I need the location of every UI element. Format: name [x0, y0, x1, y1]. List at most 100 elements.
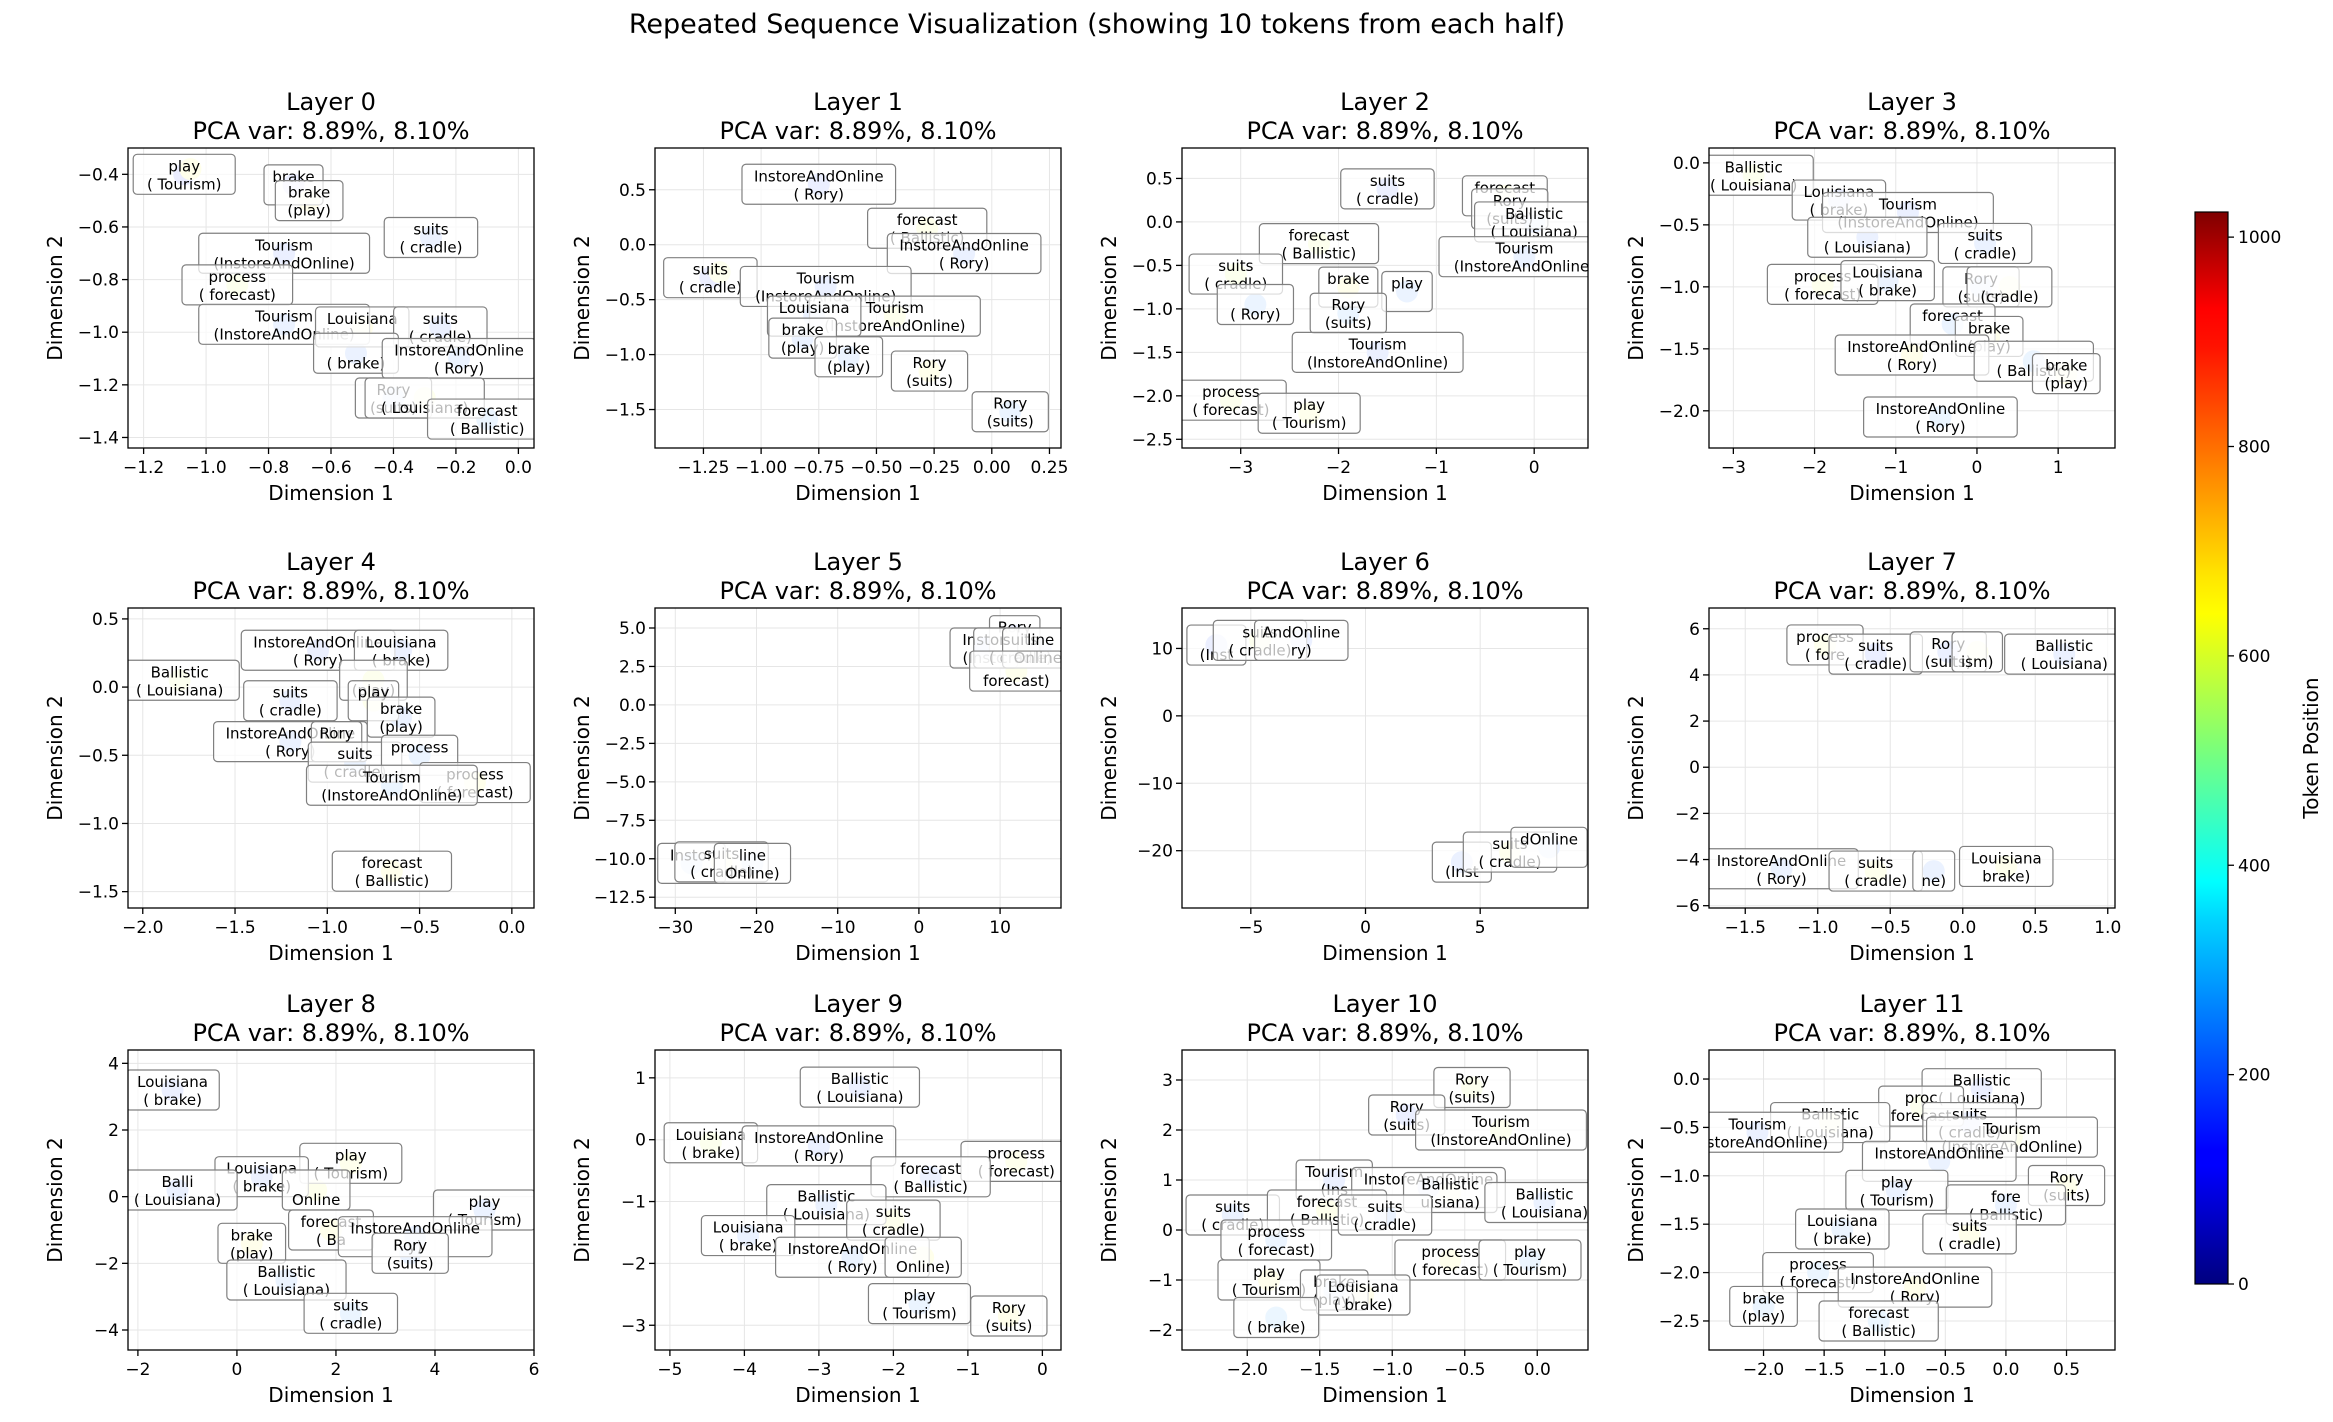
annotation-token: Tourism	[362, 768, 421, 786]
subplot-subtitle: PCA var: 8.89%, 8.10%	[1773, 117, 2050, 145]
plot-area: Ballistic( Louisiana)InstoreAndOnline( R…	[128, 629, 531, 892]
annotation-box	[886, 232, 1042, 275]
y-tick-label: −0.8	[78, 271, 119, 291]
annotation-token: play	[168, 157, 200, 175]
annotation-token: Ballistic	[2035, 637, 2093, 655]
y-tick-label: 2.5	[619, 657, 646, 677]
annotation-token: InstoreAndOnline	[253, 633, 383, 651]
subplot-title: Layer 2	[1340, 88, 1430, 116]
annotation-next-token: ( Rory)	[939, 254, 989, 272]
annotation-token: Louisiana	[779, 299, 850, 317]
annotation-next-token: ( Rory)	[794, 1147, 844, 1165]
annotation-token: Rory	[1390, 1098, 1424, 1116]
annotation-next-token: ( brake)	[1334, 1296, 1393, 1314]
x-tick-label: −0.5	[399, 918, 440, 938]
annotation-box	[1340, 168, 1435, 210]
y-axis-label: Dimension 2	[1624, 1137, 1648, 1262]
x-tick-label: −0.2	[435, 458, 476, 478]
annotation-box	[1257, 392, 1361, 434]
y-tick-label: −10	[1137, 774, 1173, 794]
y-tick-label: −5.0	[605, 773, 646, 793]
annotation-box	[1795, 1208, 1890, 1250]
annotation-token: Louisiana	[675, 1126, 746, 1144]
y-tick-label: −0.4	[78, 165, 119, 185]
x-tick-label: −3	[806, 1360, 831, 1380]
colorbar: Token Position 0 200 400 600 800 1000	[2194, 211, 2323, 1295]
axes-frame	[654, 147, 1062, 449]
annotation-token: suits	[1370, 172, 1405, 190]
annotation-box	[870, 1156, 991, 1198]
subplot-subtitle: PCA var: 8.89%, 8.10%	[192, 117, 469, 145]
x-tick-label: −1.5	[1725, 918, 1766, 938]
annotation-token: forecast	[362, 854, 423, 872]
annotation-box	[1840, 260, 1935, 302]
x-tick-label: 10	[989, 918, 1011, 938]
y-tick-label: 0.5	[1146, 169, 1173, 189]
subplot-title: Layer 5	[813, 548, 903, 576]
annotation-token: process	[1789, 1256, 1847, 1274]
annotation-box	[2031, 353, 2101, 395]
x-axis-label: Dimension 1	[1849, 1383, 1974, 1407]
annotation-next-token: (suits)	[387, 1254, 434, 1272]
annotation-next-token: (suits)	[985, 1317, 1032, 1335]
annotation-next-token: ( Tourism)	[1232, 1281, 1307, 1299]
annotation-token: suits	[1967, 226, 2002, 244]
annotation-token: InstoreAndOnline	[1876, 400, 2006, 418]
x-tick-label: 0	[1529, 458, 1540, 478]
annotation-box	[1253, 619, 1349, 661]
y-axis-label: Dimension 2	[43, 235, 67, 360]
axes-frame	[1708, 1049, 2116, 1351]
annotation-token: brake	[2045, 357, 2087, 375]
annotation-next-token: ( cradle)	[1356, 190, 1419, 208]
annotation-box	[1291, 331, 1464, 373]
annotation-box	[1912, 850, 1956, 892]
y-tick-label: 0	[635, 1131, 646, 1151]
annotation-next-token: ( brake)	[232, 1178, 291, 1196]
x-tick-label: −3	[1721, 458, 1746, 478]
y-tick-label: 0.0	[619, 696, 646, 716]
annotation-next-token: ( Rory)	[265, 743, 315, 761]
annotation-box	[1315, 1274, 1411, 1316]
annotation-token: process	[208, 268, 266, 286]
y-tick-label: 0	[108, 1188, 119, 1208]
annotation-box	[226, 1259, 347, 1301]
y-tick-label: −1.0	[78, 814, 119, 834]
annotation-box	[128, 659, 240, 701]
annotation-token: process	[1247, 1223, 1305, 1241]
x-tick-label: −0.5	[1444, 1360, 1485, 1380]
annotation-next-token: ( cradle)	[1954, 244, 2017, 262]
subplot-subtitle: PCA var: 8.89%, 8.10%	[192, 1019, 469, 1047]
plot-area: InstoreAndOnline( Rory)forecast( Ballist…	[663, 163, 1049, 433]
y-axis-label: Dimension 2	[43, 1137, 67, 1262]
y-tick-label: −2	[621, 1254, 646, 1274]
annotation-next-token: ( forecast)	[1238, 1241, 1315, 1259]
plot-area: RoryInstor(Instosuits( cradle)lineOnline…	[657, 615, 1061, 884]
annotation-box	[1807, 216, 1928, 258]
annotation-box	[1709, 1111, 1844, 1153]
annotation-token: Balli	[162, 1173, 194, 1191]
plot-area: Ballistic( Louisiana)Louisiana( brake)To…	[1709, 154, 2101, 438]
x-tick-label: −0.50	[850, 458, 902, 478]
y-tick-label: −2	[94, 1254, 119, 1274]
axes-frame	[127, 147, 535, 449]
y-tick-label: 0	[1162, 1221, 1173, 1241]
x-axis-label: Dimension 1	[795, 1383, 920, 1407]
subplot-subtitle: PCA var: 8.89%, 8.10%	[719, 577, 996, 605]
annotation-token: InstoreAndOnline	[1717, 852, 1847, 870]
y-tick-label: −1.0	[1132, 300, 1173, 320]
annotation-token: suits	[693, 261, 728, 279]
y-tick-label: 6	[1689, 620, 1700, 640]
axes-frame	[1181, 1049, 1589, 1351]
annotation-box	[1484, 1181, 1588, 1224]
y-tick-label: −3	[621, 1316, 646, 1336]
y-axis-label: Dimension 2	[43, 695, 67, 820]
annotation-box	[132, 153, 236, 195]
y-tick-label: −0.5	[605, 291, 646, 311]
annotation-token: Ballistic	[1505, 205, 1563, 223]
annotation-token: Tourism	[1494, 240, 1553, 258]
y-axis-label: Dimension 2	[570, 1137, 594, 1262]
annotation-box	[1937, 222, 2033, 265]
